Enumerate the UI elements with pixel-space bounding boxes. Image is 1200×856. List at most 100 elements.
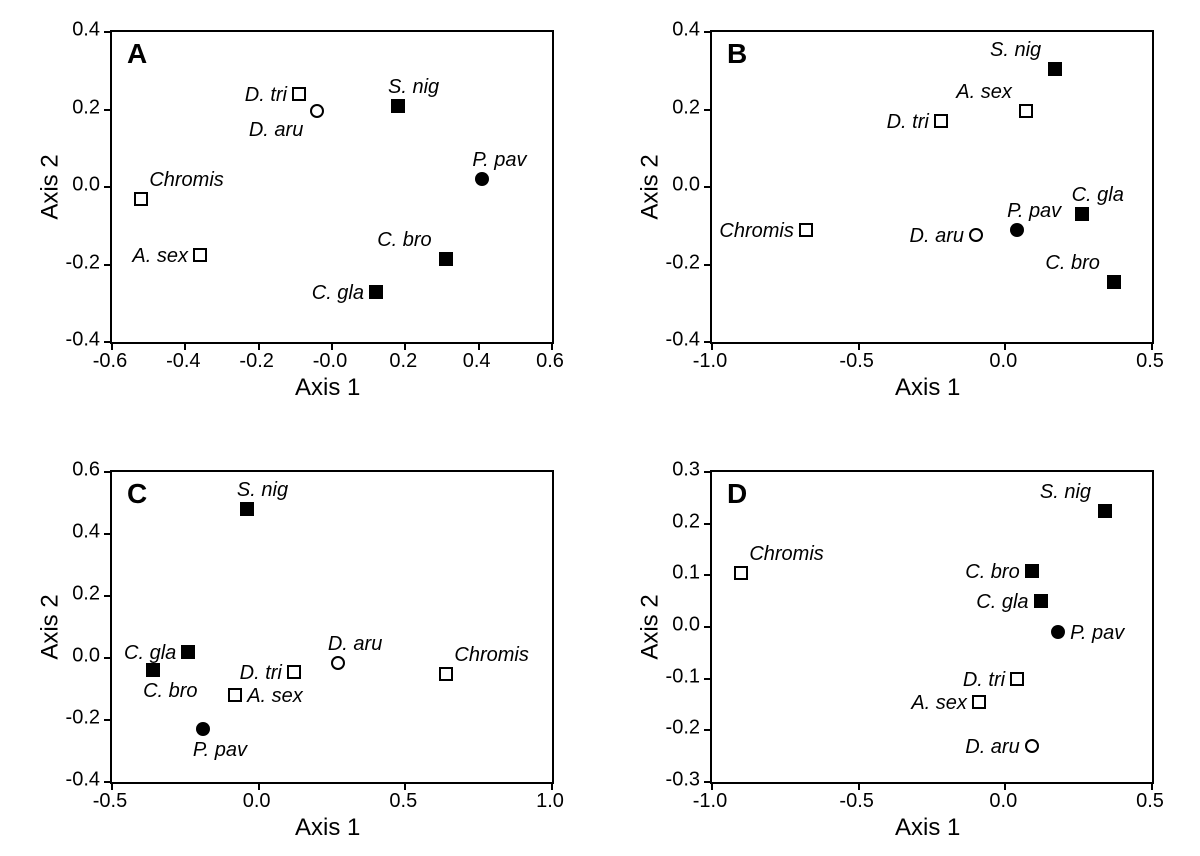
data-point-marker bbox=[1048, 62, 1062, 76]
y-tick-label: 0.4 bbox=[50, 19, 100, 42]
x-tick bbox=[404, 342, 406, 350]
y-tick bbox=[704, 626, 712, 628]
x-tick-label: 0.6 bbox=[536, 350, 564, 373]
data-point-marker bbox=[1010, 672, 1024, 686]
data-point-marker bbox=[181, 645, 195, 659]
data-point-marker bbox=[292, 87, 306, 101]
x-axis-label: Axis 1 bbox=[895, 814, 960, 842]
data-point-label: P. pav bbox=[472, 149, 526, 172]
x-tick bbox=[404, 782, 406, 790]
y-tick-label: -0.2 bbox=[650, 717, 700, 740]
data-point-label: D. tri bbox=[887, 111, 929, 134]
data-point-label: C. gla bbox=[1072, 184, 1124, 207]
data-point-marker bbox=[1019, 104, 1033, 118]
data-point-marker bbox=[193, 248, 207, 262]
data-point-marker bbox=[1034, 594, 1048, 608]
data-point-marker bbox=[146, 663, 160, 677]
x-tick-label: 0.2 bbox=[389, 350, 417, 373]
data-point-marker bbox=[134, 192, 148, 206]
x-tick-label: 0.5 bbox=[1136, 790, 1164, 813]
x-tick-label: 0.5 bbox=[1136, 350, 1164, 373]
y-tick bbox=[104, 186, 112, 188]
data-point-label: Chromis bbox=[149, 169, 223, 192]
data-point-marker bbox=[369, 285, 383, 299]
y-tick-label: -0.2 bbox=[50, 251, 100, 274]
y-tick bbox=[104, 109, 112, 111]
data-point-label: A. sex bbox=[911, 692, 967, 715]
panel-letter: B bbox=[727, 38, 747, 70]
x-tick-label: -0.0 bbox=[313, 350, 347, 373]
y-tick-label: 0.4 bbox=[650, 19, 700, 42]
data-point-marker bbox=[310, 104, 324, 118]
x-tick bbox=[478, 342, 480, 350]
data-point-marker bbox=[196, 722, 210, 736]
y-tick bbox=[704, 523, 712, 525]
data-point-marker bbox=[391, 99, 405, 113]
y-tick-label: -0.2 bbox=[650, 251, 700, 274]
x-tick-label: 0.0 bbox=[989, 350, 1017, 373]
data-point-label: Chromis bbox=[454, 644, 528, 667]
x-tick bbox=[111, 782, 113, 790]
data-point-label: C. gla bbox=[124, 642, 176, 665]
data-point-label: P. pav bbox=[193, 739, 247, 762]
data-point-label: D. tri bbox=[240, 662, 282, 685]
x-tick bbox=[551, 782, 553, 790]
x-tick-label: -0.5 bbox=[839, 350, 873, 373]
plot-panel-D: DS. nigChromisC. broC. glaP. pavD. triA.… bbox=[710, 470, 1154, 784]
y-tick bbox=[704, 109, 712, 111]
x-tick bbox=[331, 342, 333, 350]
data-point-marker bbox=[1107, 275, 1121, 289]
x-tick bbox=[858, 342, 860, 350]
x-tick-label: -0.2 bbox=[239, 350, 273, 373]
x-tick-label: -0.6 bbox=[93, 350, 127, 373]
data-point-marker bbox=[734, 566, 748, 580]
data-point-marker bbox=[799, 223, 813, 237]
y-tick bbox=[104, 595, 112, 597]
panel-letter: D bbox=[727, 478, 747, 510]
plot-panel-C: CS. nigC. glaC. broD. triD. aruChromisA.… bbox=[110, 470, 554, 784]
x-tick-label: 0.0 bbox=[989, 790, 1017, 813]
x-tick bbox=[111, 342, 113, 350]
data-point-label: D. aru bbox=[328, 633, 382, 656]
y-tick-label: -0.4 bbox=[650, 329, 700, 352]
data-point-marker bbox=[475, 172, 489, 186]
x-tick bbox=[711, 782, 713, 790]
y-tick-label: 0.3 bbox=[650, 459, 700, 482]
x-tick bbox=[711, 342, 713, 350]
plot-panel-A: AD. triD. aruS. nigChromisA. sexP. pavC.… bbox=[110, 30, 554, 344]
x-tick-label: -0.4 bbox=[166, 350, 200, 373]
x-tick bbox=[184, 342, 186, 350]
data-point-marker bbox=[972, 695, 986, 709]
figure: AD. triD. aruS. nigChromisA. sexP. pavC.… bbox=[0, 0, 1200, 856]
x-tick bbox=[551, 342, 553, 350]
panel-letter: C bbox=[127, 478, 147, 510]
data-point-marker bbox=[1025, 739, 1039, 753]
y-tick bbox=[104, 719, 112, 721]
data-point-marker bbox=[331, 656, 345, 670]
data-point-marker bbox=[1010, 223, 1024, 237]
data-point-marker bbox=[439, 252, 453, 266]
y-tick-label: 0.2 bbox=[650, 96, 700, 119]
y-tick bbox=[104, 31, 112, 33]
data-point-label: C. bro bbox=[1045, 252, 1099, 275]
x-axis-label: Axis 1 bbox=[295, 374, 360, 402]
data-point-label: C. bro bbox=[143, 680, 197, 703]
plot-panel-B: BS. nigD. triA. sexChromisD. aruP. pavC.… bbox=[710, 30, 1154, 344]
y-axis-label: Axis 2 bbox=[37, 154, 65, 219]
x-tick-label: -1.0 bbox=[693, 790, 727, 813]
y-tick bbox=[704, 678, 712, 680]
data-point-label: C. gla bbox=[312, 282, 364, 305]
y-tick-label: 0.6 bbox=[50, 459, 100, 482]
y-tick bbox=[104, 533, 112, 535]
x-axis-label: Axis 1 bbox=[295, 814, 360, 842]
x-tick-label: -0.5 bbox=[93, 790, 127, 813]
data-point-label: Chromis bbox=[749, 543, 823, 566]
x-tick bbox=[1004, 782, 1006, 790]
y-axis-label: Axis 2 bbox=[637, 594, 665, 659]
data-point-marker bbox=[287, 665, 301, 679]
data-point-label: D. aru bbox=[965, 736, 1019, 759]
data-point-label: C. gla bbox=[976, 591, 1028, 614]
x-tick bbox=[258, 782, 260, 790]
data-point-label: S. nig bbox=[237, 479, 288, 502]
data-point-label: P. pav bbox=[1070, 622, 1124, 645]
